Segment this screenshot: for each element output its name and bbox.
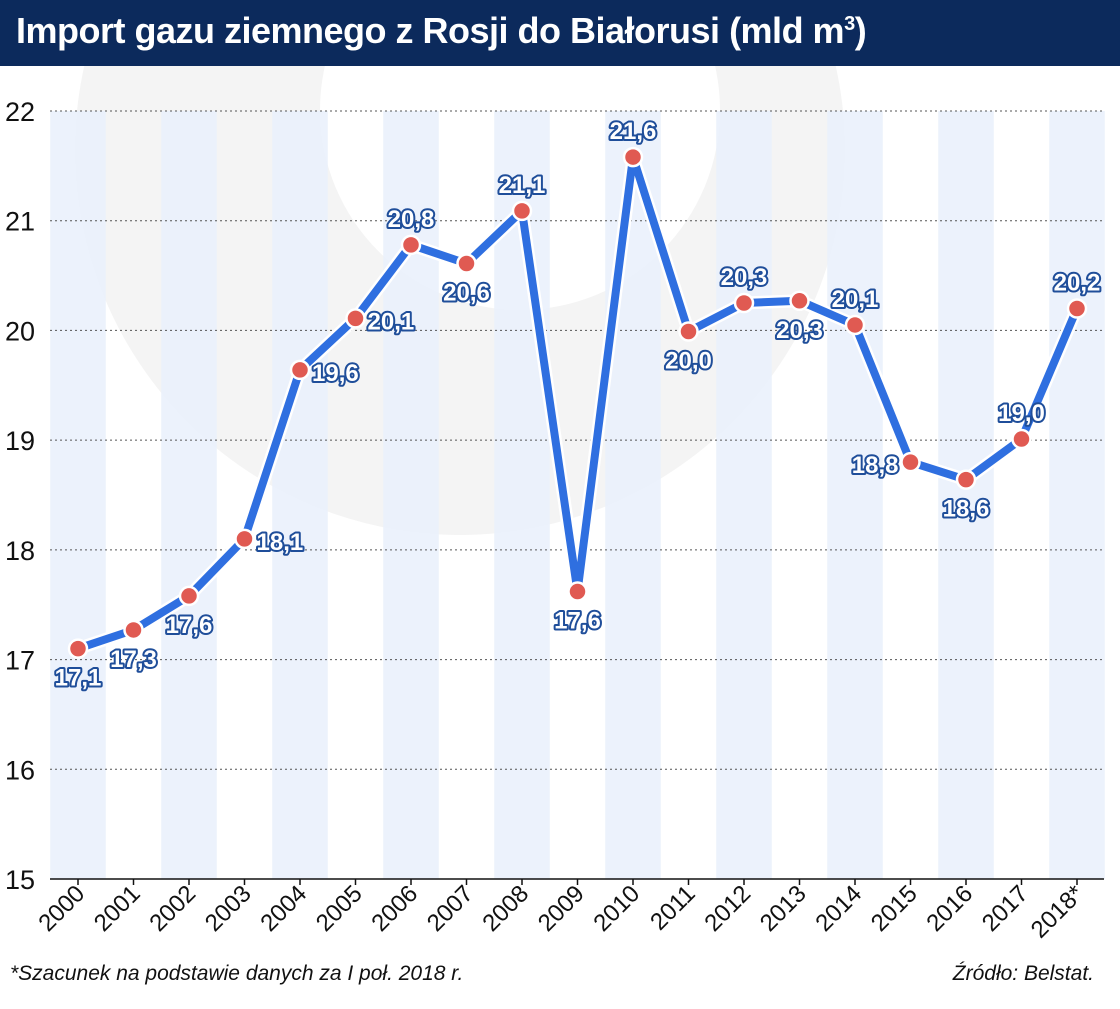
marker-2011	[678, 321, 699, 342]
y-tick-label-18: 18	[5, 536, 35, 566]
data-label-2006: 20,8	[388, 206, 435, 233]
data-label-2015: 18,8	[852, 452, 899, 479]
marker-2017	[1011, 428, 1032, 450]
data-label-2013: 20,3	[776, 317, 823, 344]
data-markers	[67, 146, 1088, 659]
marker-2012	[733, 292, 755, 314]
y-tick-label-17: 17	[5, 646, 35, 676]
data-label-2001: 17,3	[110, 646, 157, 673]
x-tick-label-2010: 2010	[588, 880, 645, 937]
x-tick-label-2007: 2007	[422, 880, 479, 937]
marker-2018*	[1066, 298, 1088, 319]
band-2018*	[1049, 111, 1105, 879]
x-tick-label-2003: 2003	[200, 880, 257, 937]
marker-2005	[345, 308, 366, 329]
x-tick-label-2015: 2015	[866, 880, 923, 937]
data-label-2000: 17,1	[55, 665, 102, 692]
data-label-2012: 20,3	[721, 264, 768, 291]
data-label-2017: 19,0	[998, 400, 1045, 427]
data-labels: 17,1 17,3 17,6 18,1 19,6 20,1 20,8 20,6 21,1 17,6…	[53, 116, 1103, 694]
band-2010	[605, 111, 661, 879]
data-label-2002: 17,6	[166, 612, 213, 639]
band-2000	[50, 111, 106, 879]
source-note: Źródło: Belstat.	[952, 962, 1094, 985]
data-label-2014: 20,1	[832, 286, 879, 313]
marker-2015	[900, 451, 921, 473]
x-tick-label-2018*: 2018*	[1026, 880, 1089, 943]
y-tick-label-20: 20	[5, 316, 35, 346]
marker-2014	[844, 314, 866, 336]
x-tick-label-2002: 2002	[144, 880, 201, 937]
marker-2003	[234, 528, 255, 550]
marker-2016	[955, 469, 977, 490]
marker-2002	[178, 585, 200, 607]
data-label-2010: 21,6	[610, 118, 657, 145]
y-axis-labels: 15 16 17 18 19 20 21 22	[5, 97, 35, 895]
data-label-2005: 20,1	[368, 308, 415, 335]
x-tick-label-2017: 2017	[977, 880, 1034, 937]
x-tick-label-2000: 2000	[33, 880, 90, 937]
band-2004	[272, 111, 328, 879]
x-tick-label-2005: 2005	[311, 880, 368, 937]
footnote: *Szacunek na podstawie danych za I poł. …	[10, 962, 464, 985]
data-label-2003: 18,1	[257, 529, 304, 556]
x-tick-label-2001: 2001	[89, 880, 146, 937]
x-tick-label-2008: 2008	[477, 880, 534, 937]
marker-2013	[789, 290, 810, 312]
band-2016	[938, 111, 994, 879]
band-2002	[161, 111, 217, 879]
data-label-2018*: 20,2	[1054, 269, 1101, 296]
title-bar: Import gazu ziemnego z Rosji do Białorus…	[0, 0, 1120, 66]
chart-title: Import gazu ziemnego z Rosji do Białorus…	[16, 10, 867, 51]
marker-2006	[400, 234, 422, 256]
x-tick-label-2004: 2004	[255, 880, 312, 937]
data-label-2011: 20,0	[665, 348, 712, 375]
x-tick-label-2016: 2016	[921, 880, 978, 937]
marker-2007	[456, 253, 477, 274]
data-label-2008: 21,1	[499, 172, 546, 199]
marker-2001	[123, 619, 144, 641]
x-axis-labels: 2000200120022003200420052006200720082009…	[33, 880, 1089, 943]
data-label-2016: 18,6	[943, 496, 990, 523]
band-2012	[716, 111, 772, 879]
x-tick-label-2011: 2011	[645, 880, 701, 936]
marker-2000	[67, 638, 89, 659]
x-tick-label-2013: 2013	[755, 880, 812, 937]
y-tick-label-19: 19	[5, 426, 35, 456]
marker-2008	[511, 200, 533, 222]
marker-2004	[289, 359, 311, 381]
data-label-2004: 19,6	[312, 360, 359, 387]
x-tick-label-2014: 2014	[810, 880, 867, 937]
y-tick-label-15: 15	[5, 865, 35, 895]
x-tick-label-2006: 2006	[366, 880, 423, 937]
y-tick-label-16: 16	[5, 755, 35, 785]
data-label-2009: 17,6	[554, 608, 601, 635]
marker-2010	[622, 146, 644, 168]
x-tick-label-2009: 2009	[533, 880, 590, 937]
gridlines	[50, 110, 1104, 885]
x-tick-label-2012: 2012	[699, 880, 756, 937]
band-2014	[827, 111, 883, 879]
y-tick-label-21: 21	[5, 207, 35, 237]
marker-2009	[567, 581, 588, 602]
data-label-2007: 20,6	[443, 280, 490, 307]
y-tick-label-22: 22	[5, 97, 35, 127]
